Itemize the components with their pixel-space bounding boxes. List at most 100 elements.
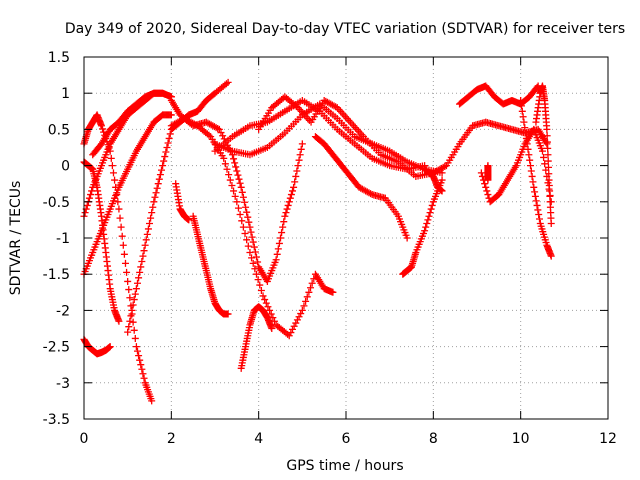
data-point xyxy=(518,107,526,115)
data-point xyxy=(481,180,489,188)
data-point xyxy=(290,322,298,330)
data-point xyxy=(245,218,253,226)
data-point xyxy=(167,111,175,119)
data-point xyxy=(543,138,551,146)
data-point xyxy=(140,247,148,255)
data-point xyxy=(161,153,169,161)
data-point xyxy=(121,259,129,267)
data-point xyxy=(240,198,248,206)
data-point xyxy=(298,306,306,314)
data-point xyxy=(254,258,262,266)
x-tick-labels: 0 2 4 6 8 10 12 xyxy=(80,431,617,447)
data-point xyxy=(239,193,247,201)
data-point xyxy=(162,148,170,156)
data-point xyxy=(232,163,240,171)
data-point xyxy=(303,293,311,301)
data-point xyxy=(424,216,432,224)
data-point xyxy=(226,176,234,184)
data-point xyxy=(242,203,250,211)
data-point xyxy=(543,125,551,133)
data-point xyxy=(544,157,552,165)
data-point xyxy=(272,256,280,264)
data-point xyxy=(158,166,166,174)
data-point xyxy=(131,334,139,342)
data-point xyxy=(115,317,123,325)
data-point xyxy=(107,154,115,162)
data-point xyxy=(329,288,337,296)
series-track-l xyxy=(237,303,276,372)
series-track-h xyxy=(172,180,193,224)
data-point xyxy=(277,234,284,242)
data-point xyxy=(279,223,287,231)
data-point xyxy=(142,236,150,244)
data-point xyxy=(238,217,246,225)
data-point xyxy=(109,169,117,177)
data-point xyxy=(150,198,158,206)
data-point xyxy=(367,190,375,198)
data-point xyxy=(246,223,254,231)
series-track-w xyxy=(421,165,446,195)
data-point xyxy=(295,313,303,321)
data-point xyxy=(243,208,251,216)
data-point xyxy=(164,139,172,147)
data-point xyxy=(522,134,530,142)
data-point xyxy=(423,220,431,228)
data-point xyxy=(139,252,147,260)
data-point xyxy=(83,201,91,209)
data-point xyxy=(525,151,533,159)
axis-ticks xyxy=(83,56,609,420)
data-point xyxy=(165,134,173,142)
data-point xyxy=(233,198,241,206)
data-point xyxy=(259,292,267,300)
series-track-j xyxy=(167,115,337,340)
data-point xyxy=(248,233,256,241)
data-point xyxy=(220,154,228,162)
data-point xyxy=(519,113,527,121)
data-point xyxy=(159,162,167,170)
y-tick-label: -2 xyxy=(56,303,70,319)
data-point xyxy=(125,286,133,294)
data-point xyxy=(247,228,255,236)
data-point xyxy=(257,286,265,294)
data-point xyxy=(296,151,304,159)
data-point xyxy=(428,201,436,209)
data-point xyxy=(138,258,146,266)
y-tick-label: -0.5 xyxy=(43,195,70,211)
data-point xyxy=(526,156,534,164)
data-point xyxy=(137,361,145,369)
data-point xyxy=(477,169,485,177)
data-point xyxy=(141,241,149,249)
data-point xyxy=(237,183,245,191)
data-point xyxy=(241,229,249,237)
data-point xyxy=(421,227,429,235)
data-point xyxy=(283,205,291,213)
data-point xyxy=(87,191,95,199)
series-track-x xyxy=(484,162,492,184)
y-tick-label: -2.5 xyxy=(43,340,70,356)
data-point xyxy=(153,184,161,192)
data-point xyxy=(138,365,146,373)
data-point xyxy=(236,179,244,187)
data-point xyxy=(262,299,270,307)
data-point xyxy=(275,239,283,247)
data-point xyxy=(274,245,282,253)
data-point xyxy=(544,151,552,159)
data-point xyxy=(230,187,238,195)
y-tick-label: -1 xyxy=(56,231,70,247)
y-tick-label: 0 xyxy=(61,159,70,175)
data-point xyxy=(520,118,528,126)
data-point xyxy=(531,188,539,196)
data-point xyxy=(539,147,546,155)
data-point xyxy=(236,210,244,218)
data-point xyxy=(97,122,105,130)
data-point xyxy=(427,205,435,213)
data-point xyxy=(305,288,313,296)
data-point xyxy=(547,252,555,260)
data-point xyxy=(482,183,490,191)
data-point xyxy=(292,319,300,327)
data-point xyxy=(289,187,297,195)
data-point xyxy=(136,356,144,364)
data-point xyxy=(547,220,555,228)
data-point xyxy=(290,183,298,191)
data-point xyxy=(214,124,222,132)
